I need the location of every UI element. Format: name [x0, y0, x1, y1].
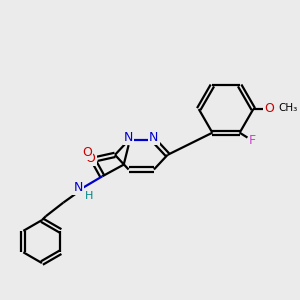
Text: N: N	[149, 131, 159, 144]
Text: CH₃: CH₃	[279, 103, 298, 113]
Text: O: O	[82, 146, 92, 159]
Text: O: O	[264, 102, 274, 115]
Text: N: N	[124, 131, 133, 144]
Text: H: H	[85, 191, 93, 201]
Text: F: F	[249, 134, 256, 147]
Text: O: O	[86, 152, 95, 165]
Text: N: N	[73, 182, 83, 194]
